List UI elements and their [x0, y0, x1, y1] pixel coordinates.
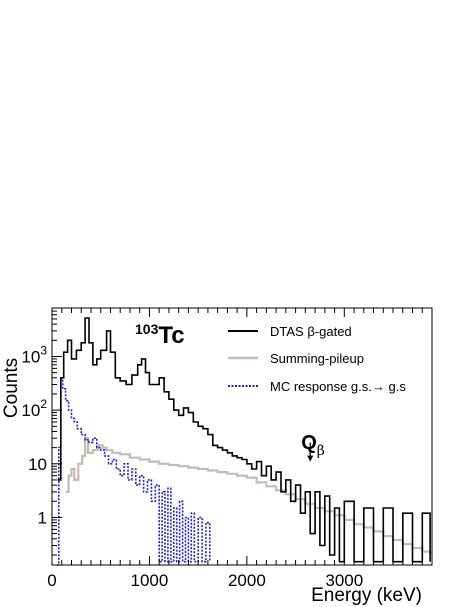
x-tick-label: 0 [47, 571, 56, 590]
y-tick-label: 10 [28, 455, 47, 474]
isotope-symbol: Tc [158, 322, 184, 349]
isotope-mass: 103 [135, 321, 159, 337]
y-tick-exponent: 2 [40, 397, 47, 411]
q-subscript: β [317, 443, 325, 459]
plot-frame [51, 307, 433, 566]
q-letter: Q [301, 432, 317, 454]
y-tick-exponent: 3 [40, 343, 47, 357]
series-line-0 [57, 317, 431, 563]
y-tick-label: 1 [38, 508, 47, 527]
y-tick-label: 103 [21, 343, 47, 366]
q-beta-annotation: Qβ [301, 432, 325, 462]
q-arrow-head [307, 455, 314, 462]
x-tick-label: 2000 [228, 571, 266, 590]
legend: DTAS β-gated Summing-pileup MC response g.… [228, 324, 406, 394]
isotope-label: 103Tc [135, 321, 185, 349]
legend-label-1: Summing-pileup [270, 351, 364, 366]
y-tick-base: 10 [21, 347, 40, 366]
q-beta-label: Qβ [301, 432, 325, 459]
ticks-layer [51, 307, 433, 565]
y-tick-base: 10 [21, 401, 40, 420]
y-tick-base: 1 [38, 508, 47, 527]
y-tick-label: 102 [21, 397, 47, 420]
legend-label-2: MC response g.s.→ g.s [270, 379, 406, 394]
y-axis-title: Counts [1, 358, 22, 418]
x-tick-label: 1000 [131, 571, 169, 590]
x-tick-label: 3000 [325, 571, 363, 590]
x-tick-labels: 0 1000 2000 3000 [47, 571, 363, 590]
series-layer [56, 317, 432, 566]
legend-label-0: DTAS β-gated [270, 324, 352, 339]
x-axis-title: Energy (keV) [311, 585, 422, 606]
y-tick-base: 10 [28, 455, 47, 474]
series-line-2 [56, 378, 211, 566]
